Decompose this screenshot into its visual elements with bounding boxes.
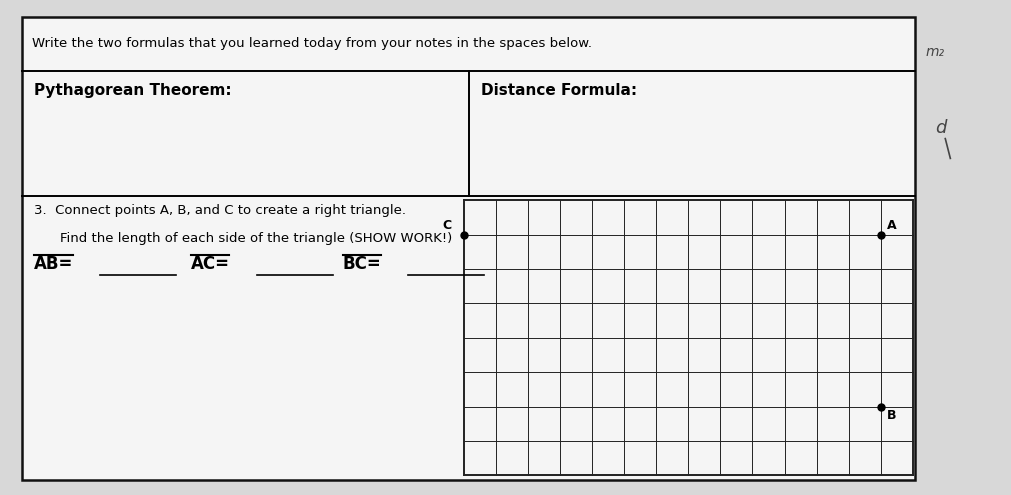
Bar xyxy=(22,17,915,480)
Text: A: A xyxy=(887,219,897,232)
Text: d: d xyxy=(935,119,946,137)
Text: Write the two formulas that you learned today from your notes in the spaces belo: Write the two formulas that you learned … xyxy=(32,38,592,50)
Text: AC=: AC= xyxy=(191,255,231,273)
Text: Pythagorean Theorem:: Pythagorean Theorem: xyxy=(34,83,232,98)
Text: AB=: AB= xyxy=(34,255,74,273)
Text: m₂: m₂ xyxy=(925,45,944,58)
Text: Find the length of each side of the triangle (SHOW WORK!): Find the length of each side of the tria… xyxy=(60,232,452,245)
Text: Distance Formula:: Distance Formula: xyxy=(481,83,637,98)
Text: 3.  Connect points A, B, and C to create a right triangle.: 3. Connect points A, B, and C to create … xyxy=(34,204,406,217)
Text: B: B xyxy=(887,409,897,422)
Text: BC=: BC= xyxy=(343,255,381,273)
Text: C: C xyxy=(442,219,451,232)
